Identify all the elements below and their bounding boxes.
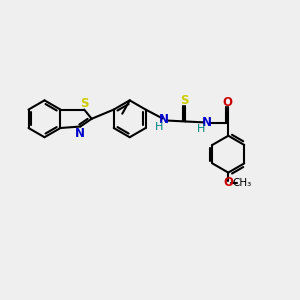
Text: N: N bbox=[75, 127, 85, 140]
Text: H: H bbox=[197, 124, 206, 134]
Text: H: H bbox=[154, 122, 163, 131]
Text: O: O bbox=[223, 176, 233, 190]
Text: S: S bbox=[80, 97, 88, 110]
Text: N: N bbox=[159, 113, 169, 127]
Text: S: S bbox=[180, 94, 188, 107]
Text: CH₃: CH₃ bbox=[232, 178, 251, 188]
Text: N: N bbox=[202, 116, 212, 130]
Text: O: O bbox=[222, 96, 232, 109]
